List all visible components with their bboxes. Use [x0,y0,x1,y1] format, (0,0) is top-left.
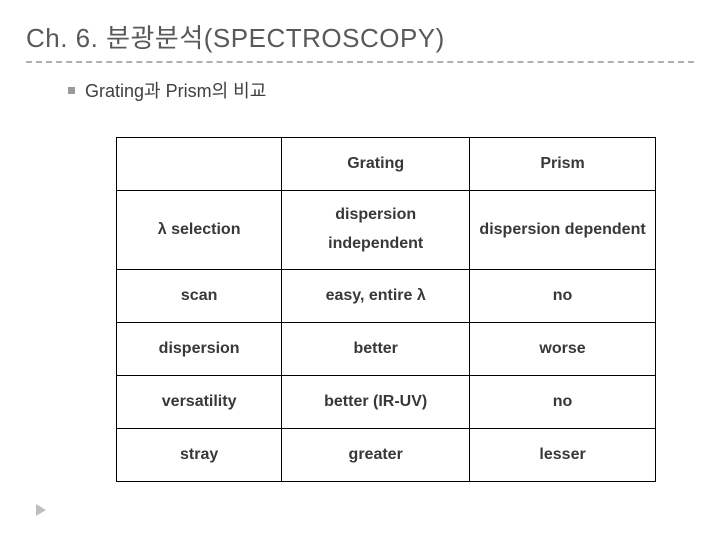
comparison-table: Grating Prism λ selection dispersion ind… [116,137,656,482]
row-label: scan [117,270,282,323]
row-label: versatility [117,376,282,429]
table-row: stray greater lesser [117,429,656,482]
row-label: stray [117,429,282,482]
table-header-row: Grating Prism [117,138,656,191]
cell-grating: dispersion independent [282,191,470,270]
header-prism: Prism [470,138,656,191]
row-label: λ selection [117,191,282,270]
subtitle-row: Grating과 Prism의 비교 [26,77,694,103]
header-empty [117,138,282,191]
page-title: Ch. 6. 분광분석(SPECTROSCOPY) [26,18,694,63]
table-row: λ selection dispersion independent dispe… [117,191,656,270]
cell-grating: easy, entire λ [282,270,470,323]
cell-prism: no [470,376,656,429]
cell-grating: better (IR-UV) [282,376,470,429]
cell-line: independent [328,235,423,252]
table-row: dispersion better worse [117,323,656,376]
row-label: dispersion [117,323,282,376]
cell-line: dispersion [335,206,416,223]
footer-arrow-icon [36,504,46,516]
cell-grating: better [282,323,470,376]
cell-prism: lesser [470,429,656,482]
cell-prism: worse [470,323,656,376]
subtitle-text: Grating과 Prism의 비교 [85,77,266,103]
comparison-table-wrap: Grating Prism λ selection dispersion ind… [26,137,694,482]
table-row: scan easy, entire λ no [117,270,656,323]
table-row: versatility better (IR-UV) no [117,376,656,429]
header-grating: Grating [282,138,470,191]
cell-prism: no [470,270,656,323]
bullet-icon [68,87,75,94]
cell-prism: dispersion dependent [470,191,656,270]
cell-grating: greater [282,429,470,482]
